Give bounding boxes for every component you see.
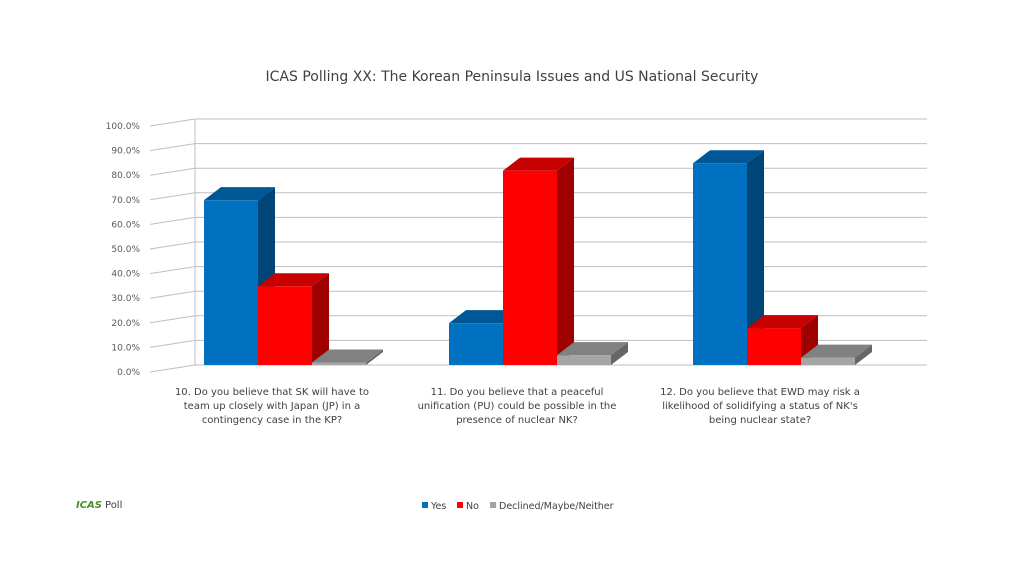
chart-title: ICAS Polling XX: The Korean Peninsula Is… [266, 69, 759, 85]
y-tick-label: 0.0% [117, 368, 140, 378]
bar-front [503, 170, 557, 365]
bar-no-q12 [747, 315, 818, 365]
gridline-side [149, 266, 196, 275]
bar-side [747, 150, 764, 365]
y-tick-label: 90.0% [111, 147, 140, 157]
bar-side [366, 349, 383, 365]
legend-label: Yes [430, 501, 446, 512]
bar-side [611, 342, 628, 365]
bar-front [204, 200, 258, 365]
y-tick-label: 20.0% [111, 319, 140, 329]
y-tick-label: 30.0% [111, 294, 140, 304]
category-labels: 10. Do you believe that SK will have to t… [175, 387, 860, 426]
legend-label: No [466, 501, 479, 512]
bar-declined-q10 [312, 349, 383, 365]
bar-top [747, 315, 818, 329]
bar-front [801, 357, 855, 365]
bars [204, 150, 872, 365]
bar-top [204, 187, 275, 201]
bar-side [855, 344, 872, 365]
category-label: 11. Do you believe that a peaceful unific… [418, 387, 617, 426]
bar-front [557, 355, 611, 365]
bar-top [258, 273, 329, 287]
bar-top [503, 157, 574, 171]
bar-side [312, 273, 329, 365]
y-tick-label: 100.0% [106, 122, 141, 132]
bar-front [258, 286, 312, 365]
bar-top [312, 349, 383, 363]
y-tick-label: 10.0% [111, 343, 140, 353]
legend-item: Declined/Maybe/Neither [490, 501, 614, 512]
gridline-side [149, 143, 196, 152]
bar-front [747, 328, 801, 365]
y-tick-label: 40.0% [111, 270, 140, 280]
bar-front [312, 362, 366, 365]
category-label: 12. Do you believe that EWD may risk a li… [660, 387, 860, 426]
bar-yes-q12 [693, 150, 764, 365]
bar-no-q11 [503, 157, 574, 365]
bar-front [449, 323, 503, 365]
legend: Yes No Declined/Maybe/Neither [422, 501, 614, 512]
bar-top [801, 344, 872, 358]
y-axis-ticks: 0.0% 10.0% 20.0% 30.0% 40.0% 50.0% 60.0% 70.0% 8… [106, 122, 141, 378]
bar-top [693, 150, 764, 164]
bar-top [557, 342, 628, 356]
category-label: 10. Do you believe that SK will have to t… [175, 387, 369, 426]
bar-declined-q11 [557, 342, 628, 365]
gridline-side [149, 192, 196, 201]
y-tick-label: 70.0% [111, 196, 140, 206]
bar-yes-q10 [204, 187, 275, 365]
gridline-side [149, 364, 196, 373]
gridline-side [149, 315, 196, 324]
bar-declined-q12 [801, 344, 872, 365]
bar-no-q10 [258, 273, 329, 365]
icas-logo: ICAS [76, 500, 103, 511]
gridline-side [149, 339, 196, 348]
gridline-side [149, 216, 196, 225]
gridline-side [149, 241, 196, 250]
gridline-side [149, 167, 196, 176]
legend-item: Yes [422, 501, 446, 512]
bar-top [449, 310, 520, 324]
y-tick-label: 60.0% [111, 220, 140, 230]
bar-side [557, 157, 574, 365]
brand-mark: ICAS Poll [76, 500, 122, 511]
y-tick-label: 50.0% [111, 245, 140, 255]
legend-swatch [490, 502, 496, 508]
brand-label: Poll [105, 500, 123, 511]
legend-item: No [457, 501, 479, 512]
legend-swatch [457, 502, 463, 508]
bar-front [693, 163, 747, 365]
gridline-side [149, 118, 196, 127]
gridline-side [149, 290, 196, 299]
legend-swatch [422, 502, 428, 508]
legend-label: Declined/Maybe/Neither [499, 501, 614, 512]
y-tick-label: 80.0% [111, 171, 140, 181]
